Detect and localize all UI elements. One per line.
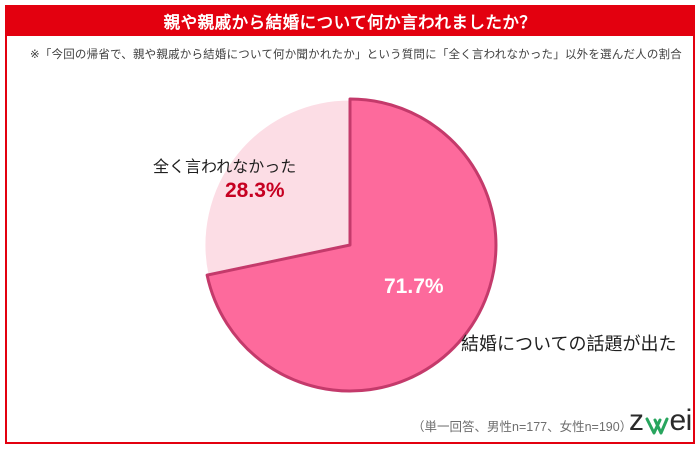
sample-size-note: （単一回答、男性n=177、女性n=190） [412, 420, 633, 434]
logo-letter-z: z [629, 404, 644, 437]
title-bar: 親や親戚から結婚について何か言われましたか？ [5, 5, 695, 36]
slice-value-not-asked: 28.3% [225, 179, 285, 202]
page-title: 親や親戚から結婚について何か言われましたか？ [163, 13, 537, 32]
zwei-logo: z ei [629, 404, 692, 436]
pie-slice-marriage-topic [205, 97, 498, 393]
note-text: ※「今回の帰省で、親や親戚から結婚について何か聞かれたか」という質問に「全く言わ… [30, 49, 682, 61]
slice-label-marriage-topic: 結婚についての話題が出た [461, 334, 677, 354]
pie-slice-not-asked [202, 97, 352, 277]
slice-value-marriage-topic: 71.7% [384, 275, 444, 298]
logo-letters-ei: ei [669, 404, 693, 437]
pie-chart [202, 97, 498, 393]
logo-w-icon [645, 417, 668, 435]
slice-label-not-asked: 全く言われなかった [153, 159, 297, 176]
